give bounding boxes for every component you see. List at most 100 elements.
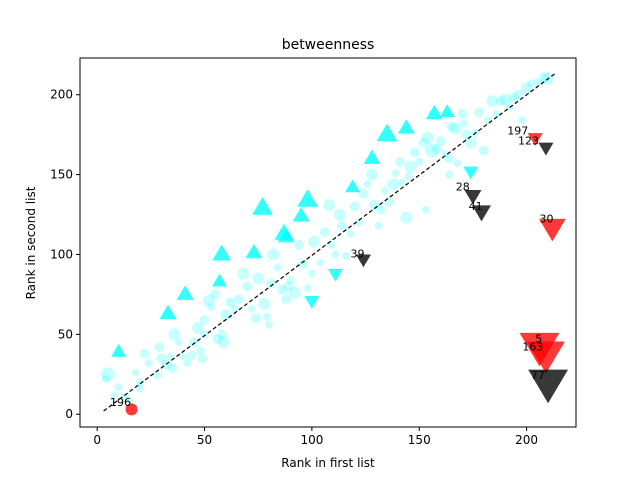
scatter-point-triangle-up [345,179,361,193]
scatter-point-triangle-down [528,369,569,404]
scatter-point-circle [375,204,386,215]
scatter-point-circle [156,353,167,364]
scatter-point-circle [441,149,450,158]
x-axis-label: Rank in first list [281,456,375,470]
scatter-point-circle [210,289,221,300]
point-label: 28 [456,181,470,194]
scatter-point-circle [192,321,205,334]
chart-title: betweenness [282,37,375,53]
scatter-point-triangle-down [464,189,482,205]
scatter-point-circle [445,170,454,179]
x-axis-ticks: 0 50 100 150 200 [93,427,538,447]
scatter-point-circle [323,198,336,211]
scatter-point-circle [179,352,188,361]
scatter-point-circle [486,95,499,108]
scatter-point-circle [217,336,230,349]
scatter-point-circle [251,313,262,324]
scatter-point-circle [391,169,400,178]
scatter-point-circle [457,108,468,119]
scatter-point-circle [508,92,519,103]
scatter-point-circle [431,144,442,155]
scatter-point-triangle-up [363,149,381,165]
scatter-point-circle [358,188,369,199]
scatter-point-circle [336,220,347,231]
scatter-point-circle [153,371,162,380]
scatter-point-circle [346,229,355,238]
scatter-point-circle [394,156,405,167]
scatter-point-circle [199,314,210,325]
y-tick-label: 0 [65,407,73,421]
scatter-point-circle [333,208,346,221]
scatter-point-circle [110,391,119,400]
point-label: 77 [531,369,545,382]
scatter-point-triangle-up [397,119,415,134]
scatter-point-triangle-up [292,207,310,222]
y-tick-label: 50 [58,327,73,341]
scatter-point-triangle-up [111,343,127,357]
scatter-point-circle [242,281,253,292]
scatter-point-circle [100,367,115,382]
scatter-point-circle [483,116,492,125]
x-tick-label: 50 [197,433,212,447]
point-label: 41 [469,200,483,213]
scatter-point-circle [168,328,181,341]
point-label: 5 [535,332,542,345]
scatter-point-triangle-up [425,104,443,120]
scatter-point-circle [513,89,524,100]
x-tick-label: 200 [515,433,538,447]
scatter-point-circle [495,96,506,107]
reference-diagonal-line [103,73,555,412]
scatter-point-circle [166,352,175,361]
scatter-point-circle [307,269,316,278]
scatter-point-triangle-up [245,243,263,259]
scatter-point-circle [374,221,383,230]
point-label: 123 [518,134,539,147]
scatter-point-circle [398,178,407,187]
scatter-point-circle [144,359,153,368]
scatter-point-triangle-down [539,218,566,242]
scatter-point-circle [319,227,330,238]
scatter-point-circle [418,137,429,148]
scatter-point-circle [167,362,178,373]
scatter-point-triangle-up [439,104,455,118]
scatter-point-circle [183,359,192,368]
scatter-point-triangle-down [526,341,565,374]
point-label: 196 [110,396,131,409]
scatter-point-circle [262,312,271,321]
scatter-point-triangle-down [472,205,492,222]
scatter-point-circle [349,201,360,212]
scatter-point-triangle-up [159,304,177,319]
scatter-point-circle [216,329,227,340]
y-tick-label: 100 [50,247,73,261]
scatter-point-circle [196,346,205,355]
scatter-point-circle [446,121,457,132]
reference-layer [103,73,555,412]
scatter-point-circle [355,218,364,227]
scatter-point-circle [139,348,150,359]
scatter-point-triangle-down [355,254,372,268]
point-label: 163 [522,340,543,353]
y-axis-label: Rank in second list [24,186,38,299]
scatter-point-circle [206,303,215,312]
point-label: 39 [351,248,365,261]
scatter-point-circle [273,263,282,272]
scatter-point-circle [237,267,250,280]
scatter-point-circle [400,211,413,224]
scatter-point-circle [281,294,292,305]
scatter-point-circle [136,378,145,387]
scatter-point-circle [233,294,244,305]
scatter-point-circle [449,122,462,135]
scatter-point-triangle-up [252,197,273,215]
scatter-point-circle [421,205,430,214]
scatter-point-circle [404,172,413,181]
scatter-point-circle [225,297,236,308]
x-tick-label: 150 [408,433,431,447]
scatter-point-circle [404,160,417,173]
scatter-point-circle [186,350,197,361]
scatter-point-circle [220,309,233,322]
scatter-point-circle [252,272,265,285]
